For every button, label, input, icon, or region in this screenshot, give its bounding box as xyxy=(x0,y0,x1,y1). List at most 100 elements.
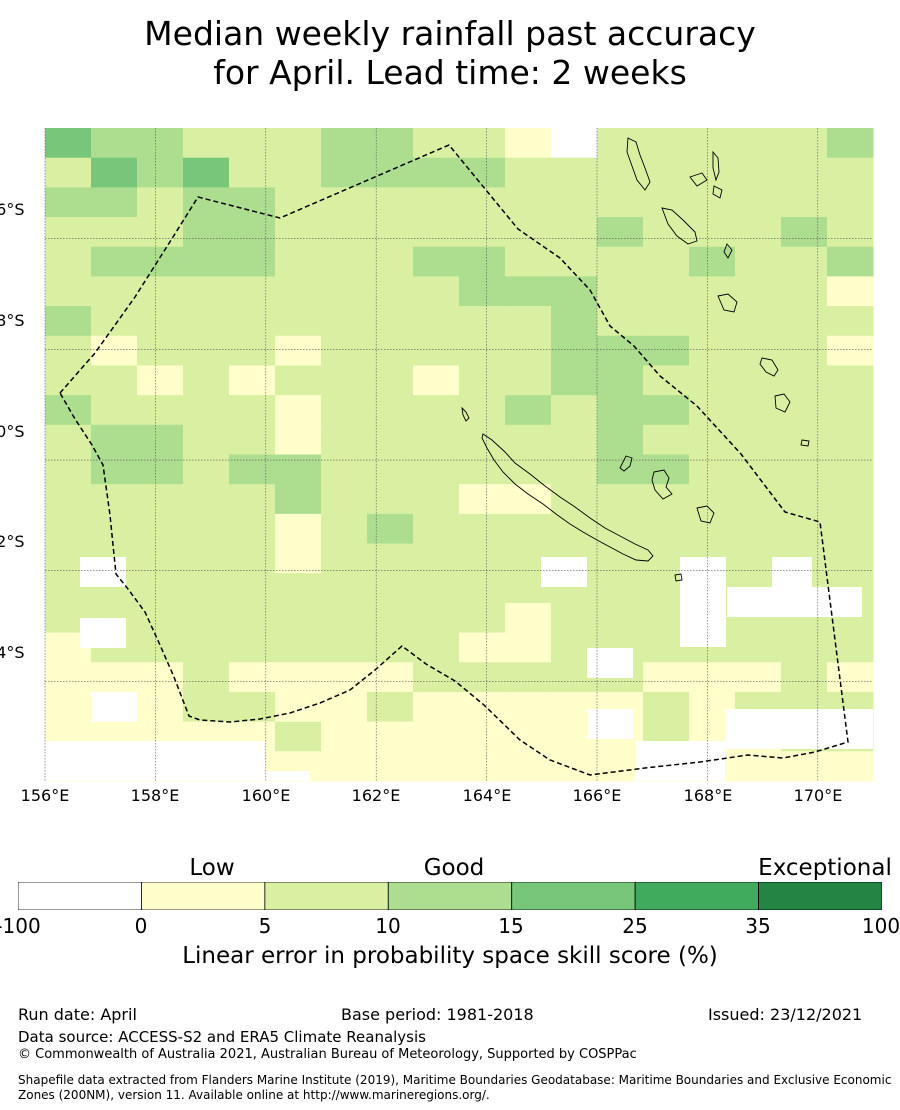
skill-cell xyxy=(689,424,736,455)
skill-cell xyxy=(459,721,506,752)
skill-cell xyxy=(367,573,414,604)
skill-cell xyxy=(229,543,276,574)
skill-cell xyxy=(413,721,460,752)
skill-cell xyxy=(459,632,506,663)
skill-cell xyxy=(505,691,552,723)
skill-cell xyxy=(781,187,828,218)
colorbar-tick-neg100: -100 xyxy=(0,914,41,938)
skill-cell xyxy=(229,662,276,693)
skill-cell xyxy=(551,217,598,248)
skill-cell xyxy=(91,513,138,545)
skill-cell xyxy=(827,751,874,782)
fiji-island-2 xyxy=(774,393,791,413)
skill-cell xyxy=(45,395,92,426)
skill-cell xyxy=(459,365,506,396)
skill-cell xyxy=(505,365,552,396)
skill-cell xyxy=(643,335,690,366)
skill-cell xyxy=(459,217,506,248)
skill-cell xyxy=(367,246,414,277)
skill-cell xyxy=(643,276,690,307)
no-data-cell xyxy=(725,709,873,749)
skill-cell xyxy=(551,276,598,307)
skill-cell xyxy=(551,187,598,218)
skill-cell xyxy=(551,335,598,366)
skill-cell xyxy=(413,602,460,634)
issued-date: Issued: 23/12/2021 xyxy=(708,1005,863,1024)
skill-cell xyxy=(413,632,460,663)
skill-cell xyxy=(229,246,276,277)
skill-cell xyxy=(183,662,230,693)
skill-cell xyxy=(781,454,828,485)
skill-cell xyxy=(551,484,598,515)
skill-cell xyxy=(413,691,460,723)
vanuatu-island-7 xyxy=(723,243,733,259)
skill-cell xyxy=(781,751,828,782)
skill-cell xyxy=(183,484,230,515)
skill-cell xyxy=(367,543,414,574)
skill-cell xyxy=(183,128,230,159)
no-data-cell xyxy=(727,587,862,617)
skill-cell xyxy=(643,424,690,455)
no-data-cell xyxy=(80,618,126,648)
skill-cell xyxy=(229,602,276,634)
base-period: Base period: 1981-2018 xyxy=(341,1005,534,1024)
skill-cell xyxy=(551,454,598,485)
skill-cell xyxy=(597,602,644,634)
skill-cell xyxy=(275,335,322,366)
skill-cell xyxy=(459,128,506,159)
no-data-cell xyxy=(80,557,126,587)
skill-cell xyxy=(551,424,598,455)
lon-label-156e: 156°E xyxy=(20,786,70,805)
skill-cell xyxy=(505,632,552,663)
skill-cell xyxy=(827,246,874,277)
skill-cell xyxy=(275,424,322,455)
skill-cell xyxy=(229,276,276,307)
colorbar-tick-5: 5 xyxy=(258,914,272,938)
skill-cell xyxy=(597,365,644,396)
skill-cell xyxy=(321,365,368,396)
skill-cell xyxy=(367,276,414,307)
skill-cell xyxy=(137,573,184,604)
skill-cell xyxy=(321,721,368,752)
skill-cell xyxy=(229,513,276,545)
skill-cell xyxy=(367,751,414,782)
skill-cell xyxy=(275,128,322,159)
skill-cell xyxy=(413,662,460,693)
skill-cell xyxy=(827,662,874,693)
skill-cell xyxy=(689,157,736,188)
skill-cell xyxy=(735,395,782,426)
colorbar-category-good: Good xyxy=(423,855,485,881)
skill-cell xyxy=(597,157,644,188)
skill-cell xyxy=(321,424,368,455)
skill-cell xyxy=(367,662,414,693)
skill-cell xyxy=(413,573,460,604)
skill-cell xyxy=(91,217,138,248)
skill-cell xyxy=(229,335,276,366)
skill-cell xyxy=(321,662,368,693)
skill-cell xyxy=(183,543,230,574)
skill-cell xyxy=(597,454,644,485)
small-island-4 xyxy=(674,573,683,582)
skill-cell xyxy=(735,484,782,515)
new-caledonia-island xyxy=(481,433,654,562)
skill-cell xyxy=(551,513,598,545)
lon-label-164e: 164°E xyxy=(462,786,512,805)
no-data-cell xyxy=(265,771,310,781)
lat-label-16s: 16°S xyxy=(0,200,25,219)
skill-cell xyxy=(689,395,736,426)
skill-cell xyxy=(413,365,460,396)
skill-cell xyxy=(643,246,690,277)
skill-cell xyxy=(413,424,460,455)
skill-cell xyxy=(827,276,874,307)
colorbar-category-low: Low xyxy=(189,855,235,881)
skill-cell xyxy=(367,424,414,455)
skill-cell xyxy=(275,573,322,604)
skill-cell xyxy=(781,632,828,663)
loyalty-island-2 xyxy=(651,469,673,500)
skill-cell xyxy=(413,395,460,426)
skill-cell xyxy=(367,217,414,248)
skill-cell xyxy=(321,335,368,366)
skill-cell xyxy=(689,335,736,366)
skill-cell xyxy=(183,424,230,455)
skill-cell xyxy=(459,246,506,277)
